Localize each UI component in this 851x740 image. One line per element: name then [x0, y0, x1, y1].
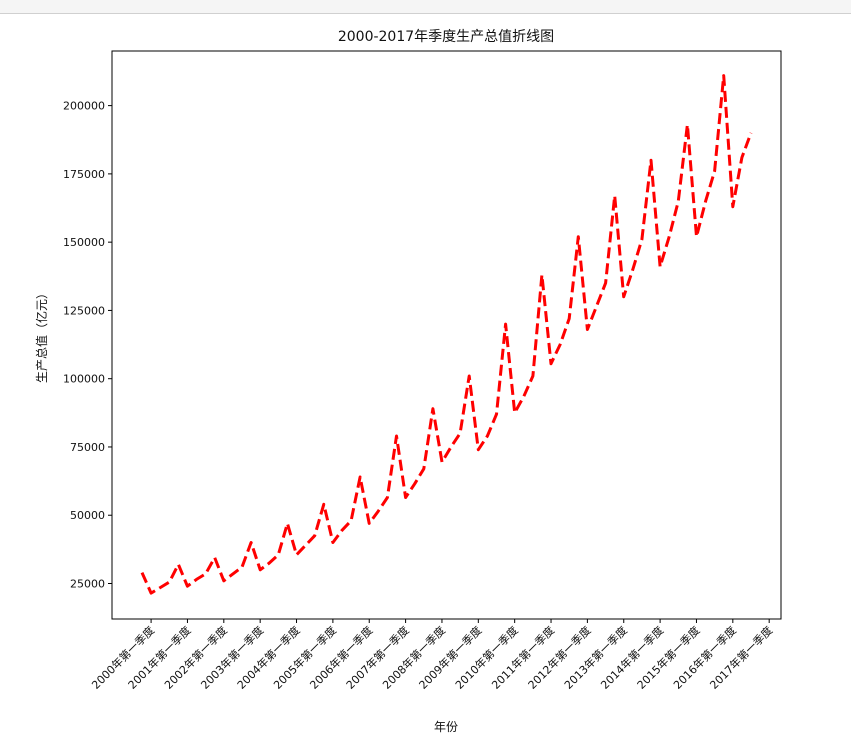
x-tick-label: 2016年第一季度 [670, 623, 739, 692]
y-axis-label: 生产总值（亿元） [34, 287, 49, 383]
x-tick-label: 2002年第一季度 [161, 623, 230, 692]
x-axis-label: 年份 [434, 720, 458, 734]
data-point [305, 544, 307, 546]
x-tick-label: 2007年第一季度 [343, 623, 412, 692]
y-tick-label: 175000 [63, 168, 105, 181]
y-tick-label: 150000 [63, 236, 105, 249]
x-tick-label: 2015年第一季度 [634, 623, 703, 692]
x-tick-label: 2014年第一季度 [598, 623, 667, 692]
x-tick-label: 2004年第一季度 [234, 623, 303, 692]
data-point [350, 520, 352, 522]
x-tick-label: 2006年第一季度 [307, 623, 376, 692]
x-tick-label: 2009年第一季度 [416, 623, 485, 692]
x-tick-label: 2008年第一季度 [379, 623, 448, 692]
data-point [450, 446, 452, 448]
data-point [686, 124, 688, 126]
x-tick-label: 2017年第一季度 [707, 623, 776, 692]
x-tick-label: 2003年第一季度 [198, 623, 267, 692]
data-point [277, 554, 279, 556]
x-tick-label: 2000年第一季度 [89, 623, 158, 692]
data-point [614, 195, 616, 197]
y-tick-label: 200000 [63, 100, 105, 113]
x-tick-label: 2011年第一季度 [489, 623, 558, 692]
data-point [205, 573, 207, 575]
plot-frame [111, 50, 782, 620]
y-tick-label: 100000 [63, 373, 105, 386]
x-tick-label: 2010年第一季度 [452, 623, 521, 692]
x-tick-label: 2001年第一季度 [125, 623, 194, 692]
data-point [286, 522, 288, 524]
data-point [595, 305, 597, 307]
data-point [459, 432, 461, 434]
chart-title: 2000-2017年季度生产总值折线图 [338, 29, 554, 45]
y-tick-label: 125000 [63, 304, 105, 317]
notebook-toolbar-strip [0, 0, 851, 14]
data-point [514, 412, 516, 414]
x-tick-label: 2012年第一季度 [525, 623, 594, 692]
x-tick-label: 2005年第一季度 [270, 623, 339, 692]
gdp-series-line [140, 74, 753, 595]
y-tick-label: 75000 [70, 441, 105, 454]
data-point [695, 236, 697, 238]
x-tick-label: 2013年第一季度 [561, 623, 630, 692]
y-tick-label: 25000 [70, 578, 105, 591]
y-tick-label: 50000 [70, 509, 105, 522]
